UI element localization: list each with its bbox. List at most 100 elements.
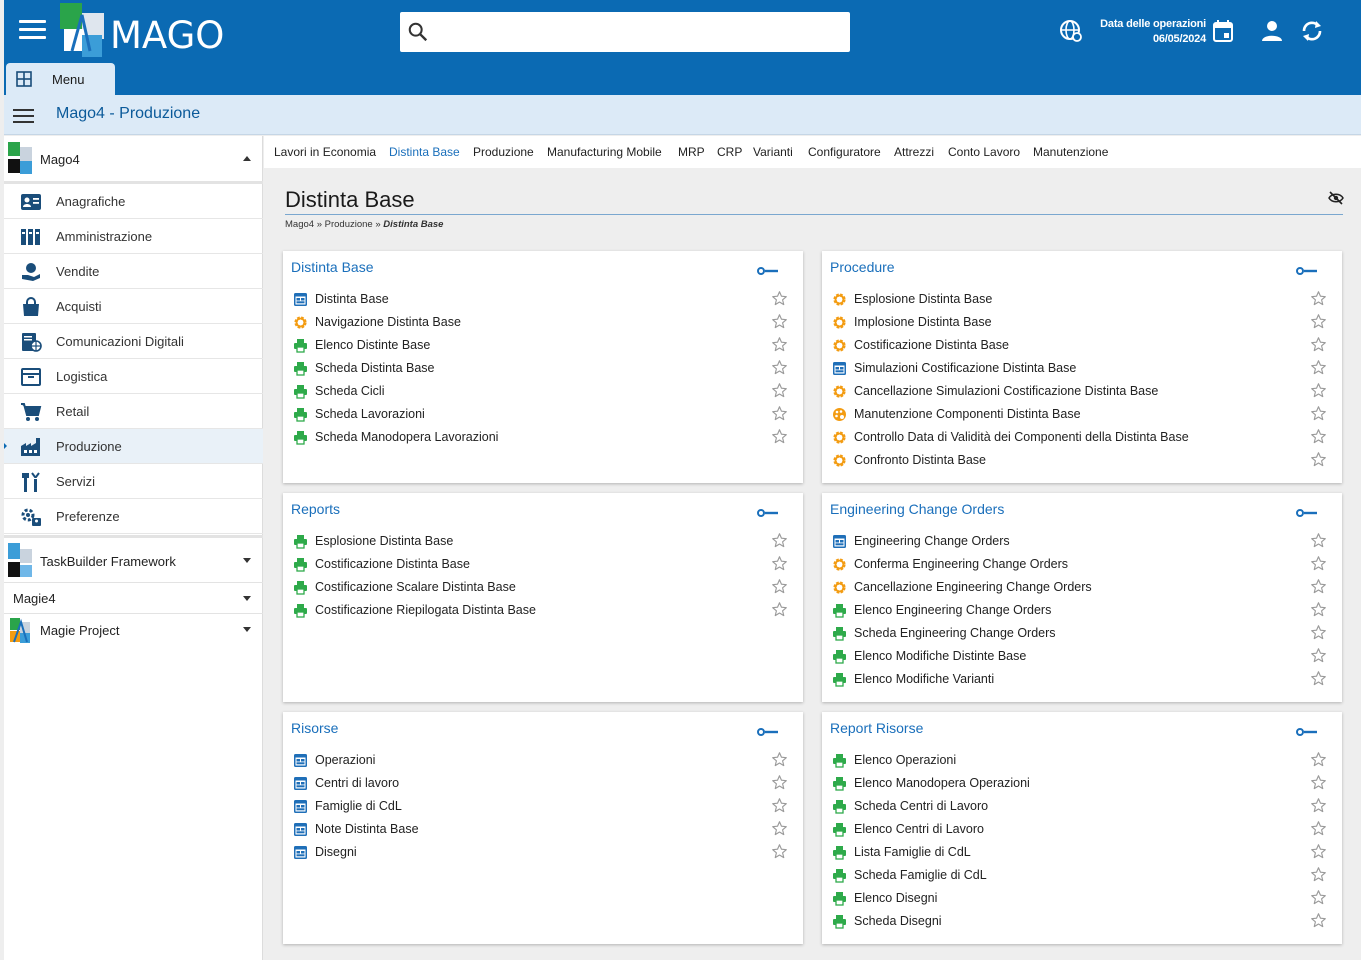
favorite-star-icon[interactable]: [1310, 601, 1327, 621]
menu-item-elenco-engineering-change-orders[interactable]: Elenco Engineering Change Orders: [832, 601, 1332, 621]
menu-item-engineering-change-orders[interactable]: Engineering Change Orders: [832, 532, 1332, 552]
main-menu-hamburger-icon[interactable]: [19, 20, 46, 40]
favorite-star-icon[interactable]: [771, 428, 788, 448]
menu-item-distinta-base[interactable]: Distinta Base: [293, 290, 793, 310]
menu-item-operazioni[interactable]: Operazioni: [293, 751, 793, 771]
favorite-star-icon[interactable]: [771, 578, 788, 598]
sidebar-item-vendite[interactable]: Vendite: [4, 254, 263, 289]
favorite-star-icon[interactable]: [771, 336, 788, 356]
favorite-star-icon[interactable]: [1310, 820, 1327, 840]
sidebar-group-taskbuilder[interactable]: TaskBuilder Framework: [4, 535, 263, 583]
favorite-star-icon[interactable]: [1310, 382, 1327, 402]
menu-item-elenco-operazioni[interactable]: Elenco Operazioni: [832, 751, 1332, 771]
favorite-star-icon[interactable]: [771, 290, 788, 310]
tab-manufacturing-mobile[interactable]: Manufacturing Mobile: [547, 145, 662, 159]
collapse-toggle-icon[interactable]: [757, 725, 779, 740]
favorite-star-icon[interactable]: [771, 532, 788, 552]
menu-item-navigazione-distinta-base[interactable]: Navigazione Distinta Base: [293, 313, 793, 333]
menu-item-cancellazione-engineering-change-orders[interactable]: Cancellazione Engineering Change Orders: [832, 578, 1332, 598]
collapse-toggle-icon[interactable]: [1296, 725, 1318, 740]
favorite-star-icon[interactable]: [771, 843, 788, 863]
sidebar-item-logistica[interactable]: Logistica: [4, 359, 263, 394]
menu-item-esplosione-distinta-base[interactable]: Esplosione Distinta Base: [293, 532, 793, 552]
tab-configuratore[interactable]: Configuratore: [808, 145, 881, 159]
menu-item-scheda-centri-di-lavoro[interactable]: Scheda Centri di Lavoro: [832, 797, 1332, 817]
refresh-icon[interactable]: [1300, 19, 1324, 43]
collapse-toggle-icon[interactable]: [757, 264, 779, 279]
menu-item-scheda-disegni[interactable]: Scheda Disegni: [832, 912, 1332, 932]
favorite-star-icon[interactable]: [1310, 290, 1327, 310]
favorite-star-icon[interactable]: [1310, 670, 1327, 690]
menu-item-manutenzione-componenti-distinta-base[interactable]: Manutenzione Componenti Distinta Base: [832, 405, 1332, 425]
menu-item-disegni[interactable]: Disegni: [293, 843, 793, 863]
sidebar-item-servizi[interactable]: Servizi: [4, 464, 263, 499]
favorite-star-icon[interactable]: [1310, 647, 1327, 667]
sidebar-group-mago4[interactable]: Mago4: [4, 136, 263, 184]
globe-settings-icon[interactable]: [1059, 19, 1083, 43]
favorite-star-icon[interactable]: [771, 751, 788, 771]
sidebar-item-acquisti[interactable]: Acquisti: [4, 289, 263, 324]
favorite-star-icon[interactable]: [1310, 313, 1327, 333]
sidebar-item-produzione[interactable]: Produzione: [4, 429, 263, 464]
menu-item-confronto-distinta-base[interactable]: Confronto Distinta Base: [832, 451, 1332, 471]
sidebar-item-retail[interactable]: Retail: [4, 394, 263, 429]
tab-conto-lavoro[interactable]: Conto Lavoro: [948, 145, 1021, 159]
search-box[interactable]: [400, 12, 850, 52]
hide-eye-icon[interactable]: [1328, 191, 1344, 208]
menu-item-conferma-engineering-change-orders[interactable]: Conferma Engineering Change Orders: [832, 555, 1332, 575]
search-input[interactable]: [438, 18, 838, 46]
menu-item-esplosione-distinta-base[interactable]: Esplosione Distinta Base: [832, 290, 1332, 310]
user-icon[interactable]: [1260, 19, 1284, 43]
favorite-star-icon[interactable]: [771, 774, 788, 794]
menu-item-scheda-distinta-base[interactable]: Scheda Distinta Base: [293, 359, 793, 379]
menu-item-scheda-famiglie-di-cdl[interactable]: Scheda Famiglie di CdL: [832, 866, 1332, 886]
menu-item-lista-famiglie-di-cdl[interactable]: Lista Famiglie di CdL: [832, 843, 1332, 863]
favorite-star-icon[interactable]: [1310, 359, 1327, 379]
sidebar-item-preferenze[interactable]: Preferenze: [4, 499, 263, 534]
breadcrumb-item[interactable]: Mago4: [285, 219, 315, 230]
favorite-star-icon[interactable]: [771, 313, 788, 333]
favorite-star-icon[interactable]: [1310, 866, 1327, 886]
favorite-star-icon[interactable]: [771, 359, 788, 379]
breadcrumb-item[interactable]: Produzione: [324, 219, 373, 230]
tab-varianti[interactable]: Varianti: [753, 145, 793, 159]
collapse-toggle-icon[interactable]: [1296, 264, 1318, 279]
menu-item-centri-di-lavoro[interactable]: Centri di lavoro: [293, 774, 793, 794]
favorite-star-icon[interactable]: [1310, 624, 1327, 644]
sidebar-group-magie4[interactable]: Magie4: [4, 583, 263, 614]
favorite-star-icon[interactable]: [1310, 555, 1327, 575]
tab-mrp[interactable]: MRP: [678, 145, 705, 159]
sidebar-item-anagrafiche[interactable]: Anagrafiche: [4, 184, 263, 219]
tab-attrezzi[interactable]: Attrezzi: [894, 145, 935, 159]
menu-item-scheda-manodopera-lavorazioni[interactable]: Scheda Manodopera Lavorazioni: [293, 428, 793, 448]
favorite-star-icon[interactable]: [1310, 889, 1327, 909]
menu-item-elenco-disegni[interactable]: Elenco Disegni: [832, 889, 1332, 909]
tab-lavori-in-economia[interactable]: Lavori in Economia: [274, 145, 377, 159]
menu-item-elenco-centri-di-lavoro[interactable]: Elenco Centri di Lavoro: [832, 820, 1332, 840]
collapse-toggle-icon[interactable]: [1296, 506, 1318, 521]
menu-item-note-distinta-base[interactable]: Note Distinta Base: [293, 820, 793, 840]
favorite-star-icon[interactable]: [1310, 843, 1327, 863]
sidebar-item-amministrazione[interactable]: Amministrazione: [4, 219, 263, 254]
menu-item-costificazione-distinta-base[interactable]: Costificazione Distinta Base: [293, 555, 793, 575]
tab-manutenzione[interactable]: Manutenzione: [1033, 145, 1109, 159]
favorite-star-icon[interactable]: [771, 555, 788, 575]
favorite-star-icon[interactable]: [771, 797, 788, 817]
sidebar-group-magie-project[interactable]: Magie Project: [4, 614, 263, 648]
favorite-star-icon[interactable]: [1310, 428, 1327, 448]
favorite-star-icon[interactable]: [771, 820, 788, 840]
menu-item-elenco-modifiche-varianti[interactable]: Elenco Modifiche Varianti: [832, 670, 1332, 690]
favorite-star-icon[interactable]: [1310, 336, 1327, 356]
menu-item-elenco-manodopera-operazioni[interactable]: Elenco Manodopera Operazioni: [832, 774, 1332, 794]
favorite-star-icon[interactable]: [1310, 912, 1327, 932]
tab-crp[interactable]: CRP: [717, 145, 743, 159]
menu-item-elenco-distinte-base[interactable]: Elenco Distinte Base: [293, 336, 793, 356]
favorite-star-icon[interactable]: [1310, 751, 1327, 771]
menu-item-scheda-lavorazioni[interactable]: Scheda Lavorazioni: [293, 405, 793, 425]
menu-item-costificazione-scalare-distinta-base[interactable]: Costificazione Scalare Distinta Base: [293, 578, 793, 598]
sidebar-item-comunicazioni-digitali[interactable]: Comunicazioni Digitali: [4, 324, 263, 359]
menu-item-famiglie-di-cdl[interactable]: Famiglie di CdL: [293, 797, 793, 817]
menu-item-costificazione-distinta-base[interactable]: Costificazione Distinta Base: [832, 336, 1332, 356]
sidebar-toggle-icon[interactable]: [13, 109, 34, 123]
favorite-star-icon[interactable]: [1310, 774, 1327, 794]
